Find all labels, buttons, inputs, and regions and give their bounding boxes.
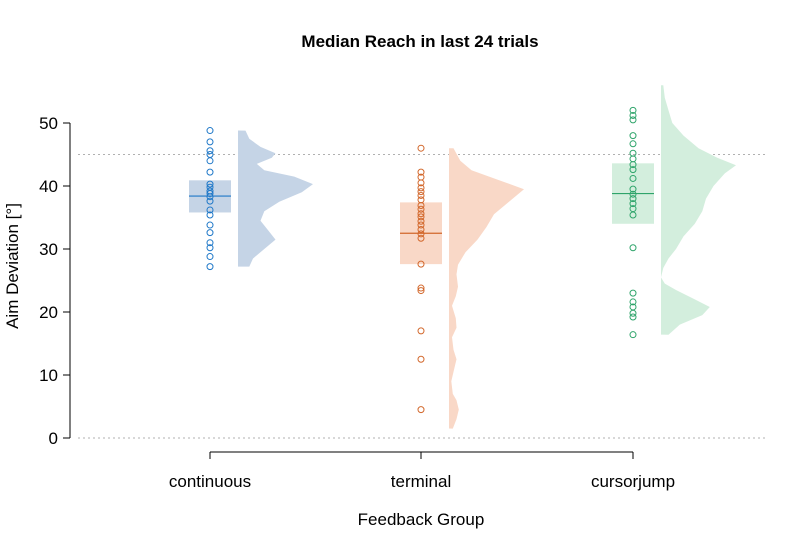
- groups: [189, 85, 736, 429]
- data-point: [206, 244, 214, 252]
- x-tick-label: continuous: [169, 472, 251, 491]
- data-point: [417, 406, 425, 414]
- density-continuous: [238, 130, 313, 267]
- data-point: [629, 190, 637, 198]
- group-cursorjump: [612, 85, 736, 339]
- data-point: [629, 111, 637, 119]
- data-point: [417, 327, 425, 335]
- data-point: [417, 191, 425, 199]
- data-point: [417, 284, 425, 292]
- data-point: [417, 225, 425, 233]
- y-axis: 0 10 20 30 40 50: [39, 114, 71, 448]
- data-point: [417, 188, 425, 196]
- x-axis-label: Feedback Group: [358, 510, 485, 529]
- data-point: [629, 309, 637, 317]
- data-point: [629, 244, 637, 252]
- data-point: [629, 211, 637, 219]
- y-tick-label: 30: [39, 240, 58, 259]
- data-point: [417, 260, 425, 268]
- data-point: [629, 298, 637, 306]
- data-point: [629, 200, 637, 208]
- data-point: [206, 168, 214, 176]
- data-point: [417, 179, 425, 187]
- data-point: [417, 184, 425, 192]
- x-axis: continuous terminal cursorjump: [169, 451, 675, 491]
- density-cursorjump: [661, 85, 736, 335]
- data-point: [417, 230, 425, 238]
- data-point: [206, 253, 214, 261]
- data-point: [417, 217, 425, 225]
- data-point: [417, 202, 425, 210]
- group-continuous: [189, 127, 313, 271]
- data-point: [417, 210, 425, 218]
- data-point: [629, 174, 637, 182]
- data-point: [629, 313, 637, 321]
- data-point: [629, 106, 637, 114]
- chart-title: Median Reach in last 24 trials: [301, 32, 538, 51]
- data-point: [417, 221, 425, 229]
- data-point: [417, 168, 425, 176]
- data-point: [417, 205, 425, 213]
- data-point: [206, 190, 214, 198]
- x-tick-label: terminal: [391, 472, 451, 491]
- data-point: [206, 193, 214, 201]
- data-point: [206, 229, 214, 237]
- y-tick-label: 50: [39, 114, 58, 133]
- density-terminal: [449, 148, 524, 429]
- data-point: [417, 355, 425, 363]
- data-point: [206, 138, 214, 146]
- data-point: [629, 161, 637, 169]
- group-terminal: [400, 144, 524, 429]
- data-point: [629, 331, 637, 339]
- y-tick-label: 20: [39, 303, 58, 322]
- data-point: [417, 213, 425, 221]
- data-point: [206, 221, 214, 229]
- data-point: [629, 195, 637, 203]
- data-point: [206, 127, 214, 135]
- data-point: [206, 157, 214, 165]
- x-tick-label: cursorjump: [591, 472, 675, 491]
- data-point: [629, 116, 637, 124]
- data-point: [629, 155, 637, 163]
- y-tick-label: 0: [49, 429, 58, 448]
- data-point: [206, 180, 214, 188]
- data-point: [417, 196, 425, 204]
- data-point: [629, 140, 637, 148]
- data-point: [629, 289, 637, 297]
- data-point: [417, 144, 425, 152]
- data-point: [417, 234, 425, 242]
- data-point: [417, 287, 425, 295]
- data-point: [206, 239, 214, 247]
- data-point: [629, 185, 637, 193]
- y-tick-label: 40: [39, 177, 58, 196]
- data-point: [206, 263, 214, 271]
- data-point: [206, 147, 214, 155]
- data-point: [629, 149, 637, 157]
- data-point: [629, 132, 637, 140]
- data-point: [206, 197, 214, 205]
- data-point: [206, 211, 214, 219]
- y-tick-label: 10: [39, 366, 58, 385]
- data-point: [206, 206, 214, 214]
- data-point: [629, 166, 637, 174]
- y-axis-label: Aim Deviation [°]: [3, 203, 22, 329]
